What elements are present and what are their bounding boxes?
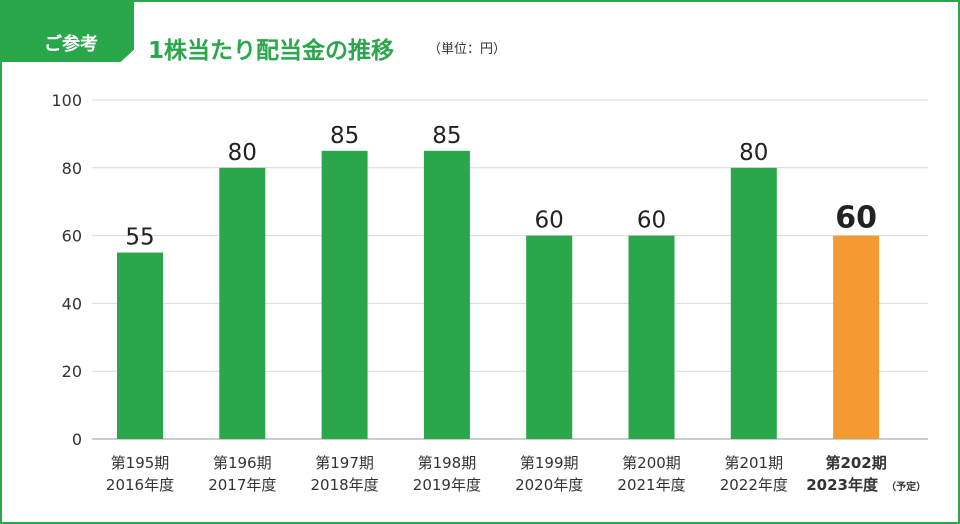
x-tick-period: 第200期 [622,454,681,472]
x-tick-period: 第196期 [213,454,272,472]
data-label: 80 [739,140,768,166]
bar [526,235,573,439]
data-label: 85 [432,123,461,149]
x-tick-year: 2021年度 [617,476,685,494]
bar [628,235,675,439]
bar [730,167,777,440]
x-tick-period: 第201期 [724,454,783,472]
x-tick-year: 2020年度 [515,476,583,494]
bar [423,150,470,439]
data-label: 60 [835,201,877,236]
data-label: 80 [228,140,257,166]
x-tick-year: 2019年度 [413,476,481,494]
bar [833,235,880,439]
x-tick-year: 2018年度 [311,476,379,494]
chart-title: 1株当たり配当金の推移 [148,38,395,64]
bar [321,150,368,439]
data-label: 55 [125,225,154,251]
y-tick-label: 40 [62,294,82,313]
x-tick-period: 第195期 [111,454,170,472]
bar [219,167,266,440]
unit-label: （単位：円） [428,42,507,57]
data-label: 60 [535,208,564,234]
x-tick-forecast-note: （予定） [886,480,926,493]
y-tick-label: 80 [62,159,82,178]
x-tick-period: 第198期 [418,454,477,472]
reference-tag [0,0,134,62]
data-label: 85 [330,123,359,149]
y-tick-label: 0 [72,430,82,449]
x-tick-year: 2016年度 [106,476,174,494]
reference-tag-label: ご参考 [44,34,98,55]
y-tick-label: 60 [62,227,82,246]
y-tick-label: 100 [51,91,82,110]
x-tick-year: 2023年度 [806,476,879,494]
bar [117,252,163,439]
x-tick-period: 第197期 [315,454,374,472]
y-tick-label: 20 [62,362,82,381]
x-tick-year: 2017年度 [208,476,276,494]
data-label: 60 [637,208,666,234]
x-tick-period: 第199期 [520,454,579,472]
x-tick-period: 第202期 [825,454,886,472]
x-tick-year: 2022年度 [720,476,788,494]
